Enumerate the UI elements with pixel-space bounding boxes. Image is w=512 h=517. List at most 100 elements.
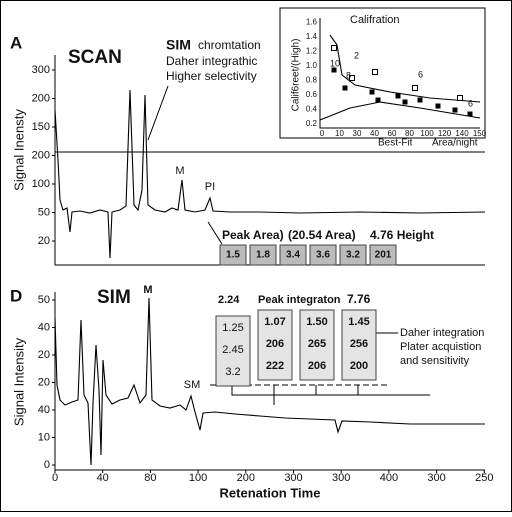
table-column xyxy=(215,315,251,387)
inset-point xyxy=(331,45,337,51)
inset-point xyxy=(349,75,355,81)
inset-point xyxy=(331,67,337,73)
inset-point xyxy=(342,85,348,91)
table-column xyxy=(341,309,377,381)
x-tick-label: 400 xyxy=(380,472,398,484)
panel-letter: A xyxy=(10,33,22,52)
table-value: 256 xyxy=(350,338,368,350)
inset-x-tick: 150 xyxy=(473,129,487,138)
inset-point-label: 8 xyxy=(346,70,351,80)
x-tick-label: 0 xyxy=(52,472,58,484)
peak-label: SM xyxy=(184,379,201,391)
inset-y-tick: 1.2 xyxy=(306,47,318,56)
x-tick-label: 40 xyxy=(97,472,109,484)
arrow xyxy=(147,85,169,141)
y-tick-label: 10 xyxy=(38,431,50,443)
y-tick-label: 50 xyxy=(38,206,50,218)
inset-x-tick: 30 xyxy=(353,129,362,138)
trace xyxy=(54,89,486,259)
y-tick-label: 20 xyxy=(38,349,50,361)
inset-y-tick: 0.8 xyxy=(306,76,318,85)
bracket xyxy=(231,385,430,405)
inset-point-label: 6 xyxy=(468,98,473,108)
inset-x-label: Best-Fit xyxy=(378,138,413,149)
inset-point xyxy=(369,89,375,95)
table-value: 1.25 xyxy=(222,322,243,334)
inset-x-label: Area/night xyxy=(432,138,478,149)
y-tick-label: 200 xyxy=(32,149,50,161)
y-tick-label: 50 xyxy=(38,294,50,306)
inset-point xyxy=(435,103,441,109)
table-column xyxy=(299,309,335,381)
y-tick-label: 300 xyxy=(32,64,50,76)
annotation: Daher integrathic xyxy=(166,54,257,68)
inset-y-tick: 0.2 xyxy=(306,119,318,128)
arrow xyxy=(207,221,223,245)
inset-y-tick: 1.4 xyxy=(306,32,318,41)
table-header: 4.76 Height xyxy=(370,228,434,242)
panel-label: SCAN xyxy=(68,47,122,68)
inset-point-label: 2 xyxy=(354,50,359,60)
table-value: 206 xyxy=(266,338,284,350)
x-tick-label: 200 xyxy=(237,472,255,484)
table-value: 200 xyxy=(350,360,368,372)
inset-x-tick: 40 xyxy=(370,129,379,138)
table-value: 2.45 xyxy=(222,344,243,356)
peak-label: PI xyxy=(205,181,215,193)
inset-x-tick: 10 xyxy=(335,129,344,138)
inset-x-tick: 140 xyxy=(455,129,469,138)
inset-point xyxy=(452,107,458,113)
inset-y-tick: 1.6 xyxy=(306,18,318,27)
table-column xyxy=(257,309,293,381)
y-axis-label: Signal Inensty xyxy=(11,109,26,191)
x-axis-label: Retenation Time xyxy=(220,485,321,500)
inset-point xyxy=(372,69,378,75)
y-tick-label: 40 xyxy=(38,404,50,416)
inset-x-tick: 100 xyxy=(420,129,434,138)
y-tick-label: 40 xyxy=(38,321,50,333)
x-tick-label: 80 xyxy=(144,472,156,484)
inset xyxy=(279,7,486,139)
table-value: 3.2 xyxy=(225,366,240,378)
table-value: 201 xyxy=(375,250,392,261)
table-value: 222 xyxy=(266,360,284,372)
table-cell xyxy=(249,244,277,266)
table-header: Peak Area) xyxy=(222,228,284,242)
x-tick-label: 300 xyxy=(332,472,350,484)
table-value: 1.8 xyxy=(256,250,270,261)
y-tick-label: 0 xyxy=(44,459,50,471)
y-tick-label: 150 xyxy=(32,121,50,133)
inset-point xyxy=(467,111,473,117)
inset-point-label: 10 xyxy=(330,58,340,68)
annotation: Higher selectivity xyxy=(166,69,257,83)
peak-label: M xyxy=(143,284,152,296)
inset-axis xyxy=(319,18,480,129)
table-value: 3.2 xyxy=(346,250,360,261)
inset-x-tick: 80 xyxy=(405,129,414,138)
table-label: Peak integraton xyxy=(258,294,341,306)
inset-point xyxy=(412,85,418,91)
y-tick-label: 20 xyxy=(38,376,50,388)
inset-x-tick: 120 xyxy=(438,129,452,138)
x-tick-label: 100 xyxy=(189,472,207,484)
table-cell xyxy=(309,244,337,266)
y-tick-label: 100 xyxy=(32,178,50,190)
inset-points xyxy=(331,45,473,117)
y-axis-label: Signal Intensity xyxy=(11,337,26,426)
table-value: 1.45 xyxy=(348,316,369,328)
annotation-bold: SIM xyxy=(166,37,191,53)
x-tick-label: 250 xyxy=(475,472,493,484)
trace xyxy=(54,297,485,466)
inset-y-tick: 0.6 xyxy=(306,90,318,99)
inset-point xyxy=(417,97,423,103)
panel-letter: D xyxy=(10,286,22,305)
table-value: 1.5 xyxy=(226,250,240,261)
inset-point xyxy=(457,95,463,101)
inset-point-label: 6 xyxy=(418,69,423,79)
inset-title: Califration xyxy=(350,14,400,26)
table-cell xyxy=(369,244,397,266)
table-value: 1.50 xyxy=(306,316,327,328)
annotation: chromtation xyxy=(198,38,261,52)
annotation: Plater acquistion xyxy=(400,341,481,353)
